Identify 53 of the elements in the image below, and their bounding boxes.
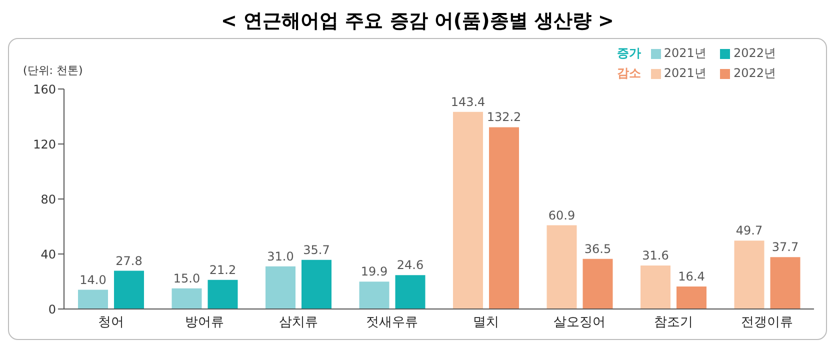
data-label: 15.0 [173,271,200,286]
bar [453,112,483,309]
text: 증가 [616,45,642,62]
data-label: 21.2 [209,262,236,277]
text: 2022년 [733,46,776,60]
data-label: 19.9 [360,264,388,279]
bar [302,260,332,309]
data-label: 24.6 [396,258,424,272]
bar [676,286,706,309]
bar [582,258,613,309]
x-tick-label: 삼치류 [278,315,318,330]
data-label: 60.9 [548,208,576,222]
data-label: 16.4 [678,269,705,284]
bar [489,127,519,309]
text: 감소 [616,65,642,82]
y-tick-label: 0 [48,302,56,316]
x-tick-label: 멸치 [472,315,499,330]
data-label: 14.0 [80,272,106,287]
legend-label: 2021년 [664,65,706,82]
y-axis-title: (단위: 천톤) [23,63,83,78]
y-tick-label: 160 [33,82,56,96]
bar [266,266,296,309]
x-tick-label: 청어 [98,315,124,330]
bar [172,288,202,309]
y-tick-label: 80 [40,192,56,206]
bar [395,275,426,309]
bar [770,257,800,309]
bar [546,225,577,309]
data-label: 143.4 [450,94,486,109]
bar [208,280,238,309]
text: 2021년 [664,46,706,60]
y-tick-label: 120 [33,137,56,152]
data-label: 36.5 [584,242,612,256]
data-label: 35.7 [303,242,330,257]
x-tick-label: 살오징어 [554,315,606,330]
bar [114,270,144,309]
x-tick-label: 참조기 [654,315,693,330]
x-tick-label: 방어류 [185,315,224,330]
bar [734,240,764,309]
legend-label: 2022년 [733,65,776,82]
y-tick-label: 40 [40,247,56,262]
data-label: 31.6 [642,248,669,263]
data-label: 37.7 [772,240,799,254]
bar [359,282,390,309]
x-tick-label: 젓새우류 [366,315,418,330]
bar [640,266,670,309]
chart-title: < 연근해어업 주요 증감 어(품)종별 생산량 > [220,9,615,34]
bar [78,290,108,309]
data-label: 49.7 [736,224,763,238]
data-label: 31.0 [267,249,294,264]
x-tick-label: 전갱이류 [741,315,794,330]
data-label: 27.8 [116,254,142,268]
data-label: 132.2 [486,110,522,124]
